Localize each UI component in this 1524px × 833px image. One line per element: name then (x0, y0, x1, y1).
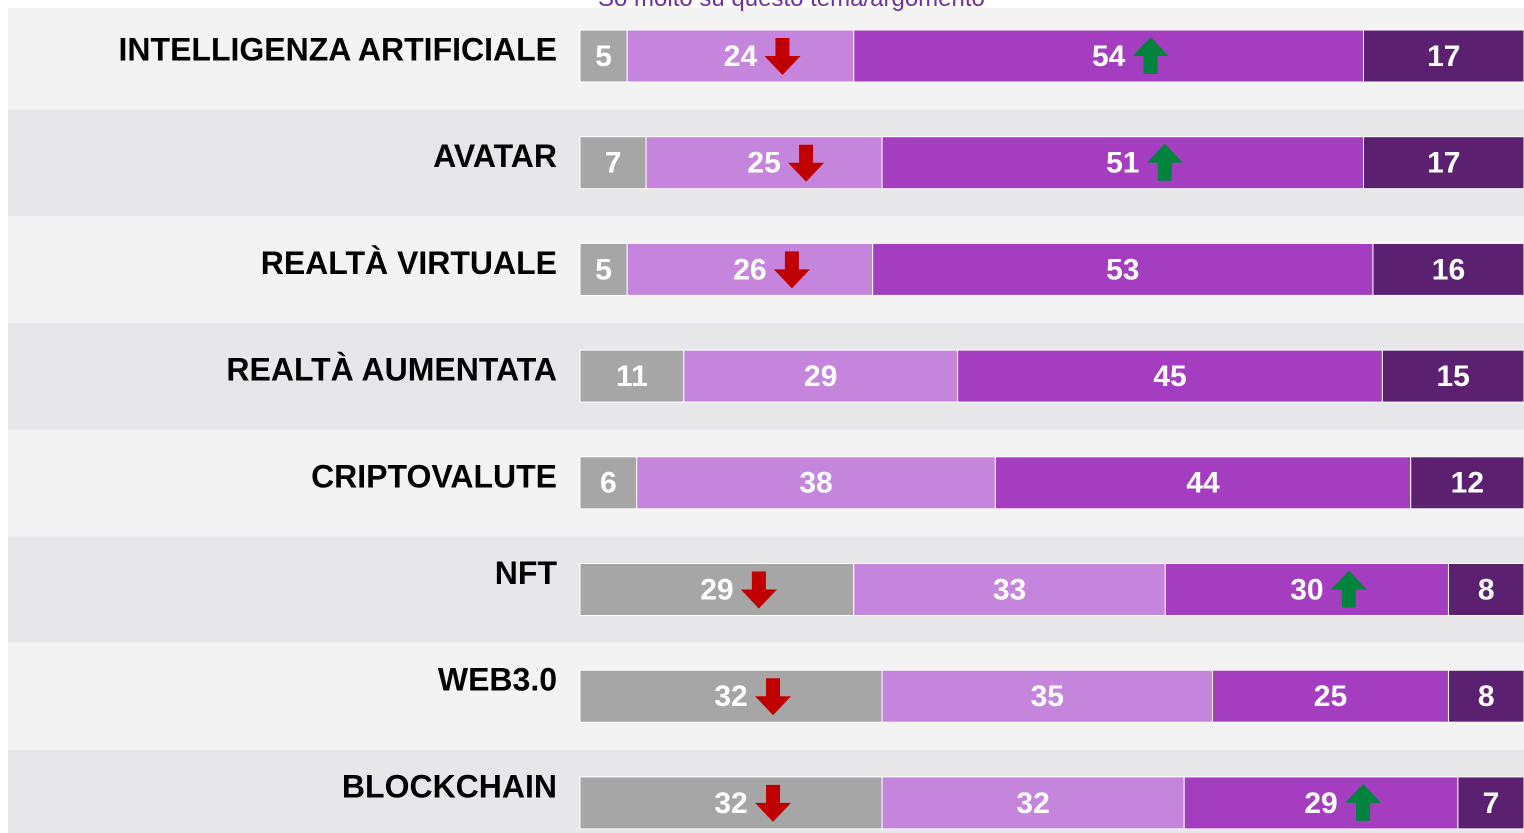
value-label: 25 (1314, 680, 1347, 713)
value-label: 38 (799, 467, 832, 500)
bar-segment (881, 776, 1185, 830)
trend-arrow (1146, 143, 1183, 181)
bar-segment (1381, 349, 1524, 403)
bar-segment (1457, 776, 1524, 830)
bar-segment (881, 136, 1365, 190)
value-label: 5 (595, 253, 612, 286)
bar-segment (579, 29, 628, 83)
value-label: 26 (733, 253, 766, 286)
bar-segment (579, 136, 647, 190)
trend-arrow (764, 38, 801, 75)
value-label: 30 (1290, 573, 1323, 606)
category-label: INTELLIGENZA ARTIFICIALE (119, 31, 557, 67)
trend-arrow (755, 678, 792, 716)
value-label: 32 (1016, 787, 1049, 820)
bar-segment (579, 776, 883, 830)
bar-segment (1372, 242, 1524, 296)
value-label: 29 (804, 360, 837, 393)
trend-arrow (1345, 783, 1382, 821)
value-label: 32 (714, 680, 747, 713)
category-label: REALTÀ AUMENTATA (226, 352, 557, 388)
value-label: 24 (724, 40, 758, 73)
trend-arrow (788, 144, 825, 182)
bar-segment (957, 349, 1383, 403)
value-label: 35 (1031, 680, 1064, 713)
bar-segment (579, 242, 628, 296)
bar-segment (579, 349, 685, 403)
bar-segment (626, 242, 874, 296)
value-label: 29 (700, 573, 733, 606)
bar-segment (636, 456, 996, 510)
value-label: 17 (1427, 40, 1460, 73)
bar-segment (579, 456, 638, 510)
trend-arrow (755, 784, 792, 822)
bar-segment (881, 669, 1213, 723)
value-label: 32 (714, 787, 747, 820)
value-label: 54 (1092, 40, 1126, 73)
value-label: 11 (616, 360, 648, 393)
value-label: 7 (1483, 787, 1500, 820)
value-label: 53 (1106, 253, 1139, 286)
value-label: 45 (1153, 360, 1186, 393)
value-label: 44 (1186, 467, 1220, 500)
bar-segment (1410, 456, 1524, 510)
category-label: WEB3.0 (438, 662, 557, 698)
bar-segment (579, 563, 855, 616)
trend-arrow (773, 251, 810, 289)
value-label: 8 (1478, 680, 1495, 713)
category-label: BLOCKCHAIN (342, 768, 557, 804)
value-label: 5 (595, 40, 612, 73)
bar-segment (1183, 776, 1459, 830)
value-label: 6 (600, 467, 617, 500)
value-label: 15 (1437, 360, 1470, 393)
value-label: 17 (1427, 147, 1460, 180)
bar-segment (1447, 563, 1524, 616)
category-label: REALTÀ VIRTUALE (261, 245, 557, 281)
bar-segment (579, 669, 883, 723)
category-label: AVATAR (433, 138, 557, 174)
value-label: 12 (1451, 467, 1484, 500)
bar-segment (1363, 136, 1524, 190)
trend-arrow (1330, 570, 1367, 608)
value-label: 51 (1106, 147, 1139, 180)
bar-segment (1211, 669, 1449, 723)
bar-segment (626, 29, 855, 83)
bar-segment (683, 349, 959, 403)
legend-annotation: So molto su questo tema/argomento (598, 0, 985, 12)
trend-arrow (1132, 37, 1169, 74)
value-label: 25 (747, 147, 780, 180)
value-label: 29 (1304, 787, 1337, 820)
value-label: 33 (993, 573, 1026, 606)
value-label: 16 (1432, 253, 1465, 286)
bar-segment (1164, 563, 1449, 616)
category-label: NFT (495, 555, 558, 591)
bar-segment (1363, 29, 1524, 83)
bar-segment (872, 242, 1374, 296)
bar-segment (994, 456, 1412, 510)
trend-arrow (740, 571, 777, 609)
value-label: 8 (1478, 573, 1495, 606)
value-label: 7 (605, 147, 622, 180)
category-label: CRIPTOVALUTE (311, 458, 557, 494)
